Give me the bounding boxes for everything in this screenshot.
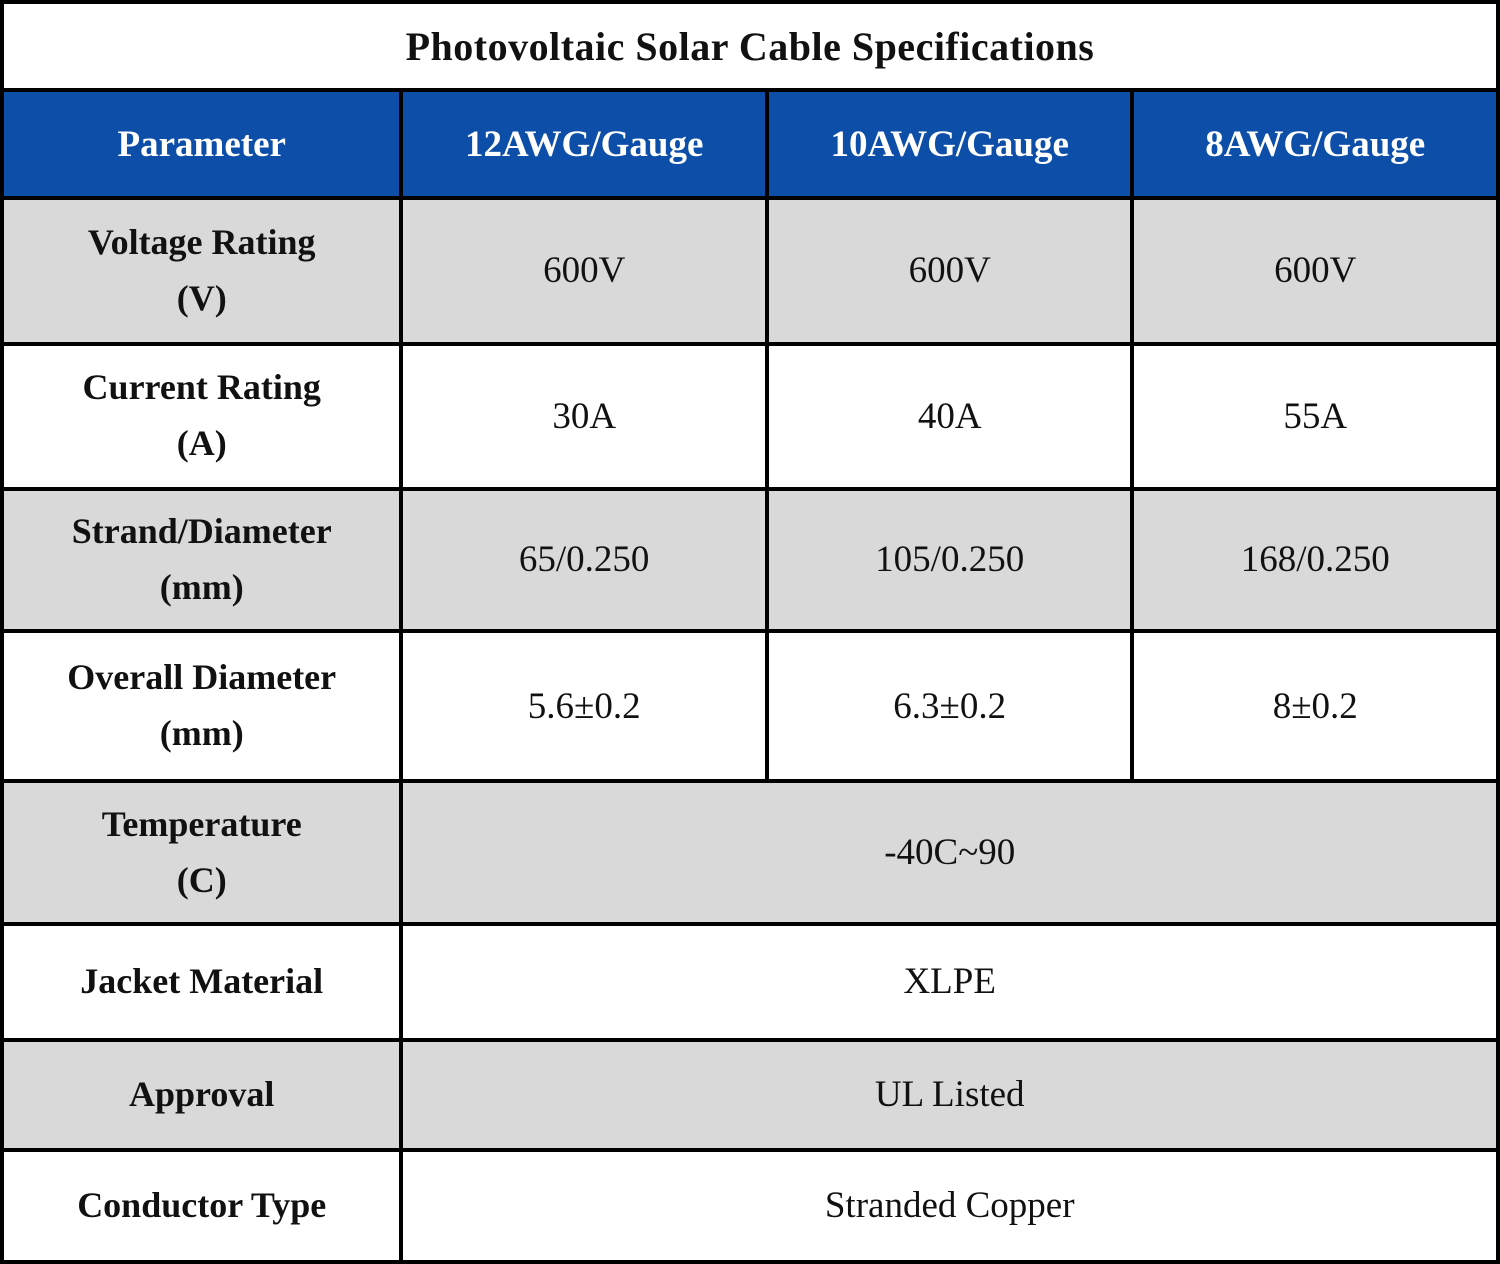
value-strand-12awg: 65/0.250 (399, 486, 769, 633)
page-title: Photovoltaic Solar Cable Specifications (0, 0, 1500, 93)
param-name: Conductor Type (77, 1184, 327, 1225)
value-approval: UL Listed (399, 1037, 1500, 1152)
value-voltage-8awg: 600V (1130, 196, 1500, 346)
param-name: Approval (129, 1073, 275, 1114)
table-row-approval: Approval UL Listed (0, 1037, 1500, 1152)
header-cell-8awg: 8AWG/Gauge (1130, 88, 1500, 201)
param-name: Voltage Rating (87, 222, 316, 263)
header-cell-10awg: 10AWG/Gauge (764, 88, 1135, 201)
value-overall-10awg: 6.3±0.2 (764, 628, 1135, 784)
table-row-conductor-type: Conductor Type Stranded Copper (0, 1147, 1500, 1264)
param-label-strand-diameter: Strand/Diameter (mm) (0, 486, 404, 633)
param-label-conductor-type: Conductor Type (0, 1147, 404, 1264)
param-label-current-rating: Current Rating (A) (0, 341, 404, 491)
param-label-overall-diameter: Overall Diameter (mm) (0, 628, 404, 784)
header-cell-12awg: 12AWG/Gauge (399, 88, 769, 201)
param-unit: (A) (176, 423, 227, 464)
table-row-voltage-rating: Voltage Rating (V) 600V 600V 600V (0, 196, 1500, 346)
value-strand-8awg: 168/0.250 (1130, 486, 1500, 633)
param-label-approval: Approval (0, 1037, 404, 1152)
value-temperature: -40C~90 (399, 779, 1500, 927)
title-row: Photovoltaic Solar Cable Specifications (0, 0, 1500, 93)
value-strand-10awg: 105/0.250 (764, 486, 1135, 633)
param-name: Temperature (101, 803, 302, 844)
value-current-12awg: 30A (399, 341, 769, 491)
param-label-jacket-material: Jacket Material (0, 922, 404, 1042)
value-overall-8awg: 8±0.2 (1130, 628, 1500, 784)
value-current-10awg: 40A (764, 341, 1135, 491)
param-unit: (mm) (159, 566, 244, 607)
value-jacket-material: XLPE (399, 922, 1500, 1042)
param-label-voltage-rating: Voltage Rating (V) (0, 196, 404, 346)
param-name: Jacket Material (80, 961, 324, 1002)
param-unit: (C) (176, 859, 227, 900)
table-row-current-rating: Current Rating (A) 30A 40A 55A (0, 341, 1500, 491)
table-row-jacket-material: Jacket Material XLPE (0, 922, 1500, 1042)
table-row-temperature: Temperature (C) -40C~90 (0, 779, 1500, 927)
table-row-strand-diameter: Strand/Diameter (mm) 65/0.250 105/0.250 … (0, 486, 1500, 633)
param-name: Overall Diameter (67, 657, 337, 698)
param-unit: (V) (176, 277, 227, 318)
value-voltage-10awg: 600V (764, 196, 1135, 346)
param-unit: (mm) (159, 713, 244, 754)
param-name: Strand/Diameter (71, 511, 332, 552)
value-voltage-12awg: 600V (399, 196, 769, 346)
value-conductor-type: Stranded Copper (399, 1147, 1500, 1264)
value-overall-12awg: 5.6±0.2 (399, 628, 769, 784)
param-name: Current Rating (82, 367, 321, 408)
header-cell-parameter: Parameter (0, 88, 404, 201)
table-row-overall-diameter: Overall Diameter (mm) 5.6±0.2 6.3±0.2 8±… (0, 628, 1500, 784)
value-current-8awg: 55A (1130, 341, 1500, 491)
param-label-temperature: Temperature (C) (0, 779, 404, 927)
header-row: Parameter 12AWG/Gauge 10AWG/Gauge 8AWG/G… (0, 88, 1500, 201)
